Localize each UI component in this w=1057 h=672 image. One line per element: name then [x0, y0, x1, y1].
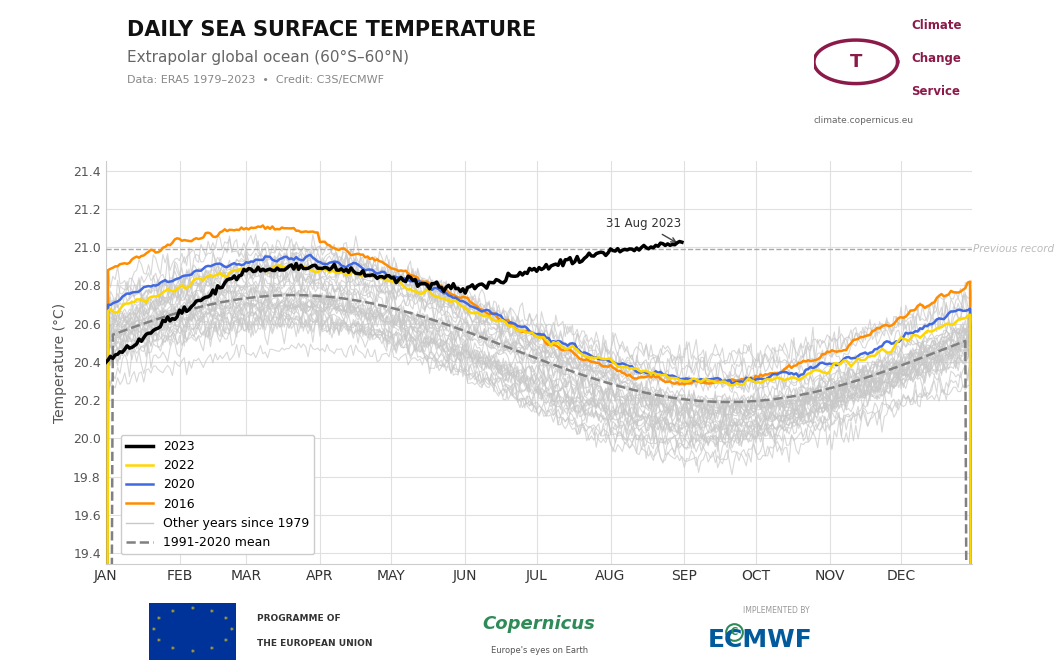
- Text: *: *: [224, 616, 228, 626]
- Text: *: *: [210, 646, 214, 655]
- Y-axis label: Temperature (°C): Temperature (°C): [54, 303, 68, 423]
- Text: *: *: [171, 646, 174, 655]
- Text: *: *: [190, 648, 194, 658]
- Text: PROGRAMME OF: PROGRAMME OF: [257, 614, 341, 623]
- Text: THE EUROPEAN UNION: THE EUROPEAN UNION: [257, 639, 373, 648]
- Text: C: C: [730, 627, 738, 636]
- Text: *: *: [229, 627, 234, 636]
- Text: Data: ERA5 1979–2023  •  Credit: C3S/ECMWF: Data: ERA5 1979–2023 • Credit: C3S/ECMWF: [127, 75, 384, 85]
- Text: IMPLEMENTED BY: IMPLEMENTED BY: [743, 605, 810, 615]
- Text: T: T: [850, 53, 861, 71]
- Text: Extrapolar global ocean (60°S–60°N): Extrapolar global ocean (60°S–60°N): [127, 50, 409, 65]
- Text: climate.copernicus.eu: climate.copernicus.eu: [814, 116, 914, 125]
- FancyBboxPatch shape: [149, 603, 236, 660]
- Legend: 2023, 2022, 2020, 2016, Other years since 1979, 1991-2020 mean: 2023, 2022, 2020, 2016, Other years sinc…: [120, 435, 314, 554]
- Text: *: *: [210, 609, 214, 618]
- Text: Climate: Climate: [911, 19, 962, 32]
- Text: *: *: [156, 616, 161, 626]
- Text: *: *: [151, 627, 155, 636]
- Text: *: *: [156, 638, 161, 647]
- Text: Previous record from March 2016: Previous record from March 2016: [973, 244, 1057, 254]
- Text: DAILY SEA SURFACE TEMPERATURE: DAILY SEA SURFACE TEMPERATURE: [127, 20, 536, 40]
- Text: Europe's eyes on Earth: Europe's eyes on Earth: [490, 646, 588, 655]
- Text: ECMWF: ECMWF: [708, 628, 813, 652]
- Text: *: *: [190, 605, 194, 615]
- Text: 31 Aug 2023: 31 Aug 2023: [607, 217, 682, 242]
- Text: *: *: [224, 638, 228, 647]
- Text: Service: Service: [911, 85, 961, 98]
- Text: *: *: [171, 609, 174, 618]
- Text: Change: Change: [911, 52, 962, 65]
- Text: Copernicus: Copernicus: [483, 615, 595, 632]
